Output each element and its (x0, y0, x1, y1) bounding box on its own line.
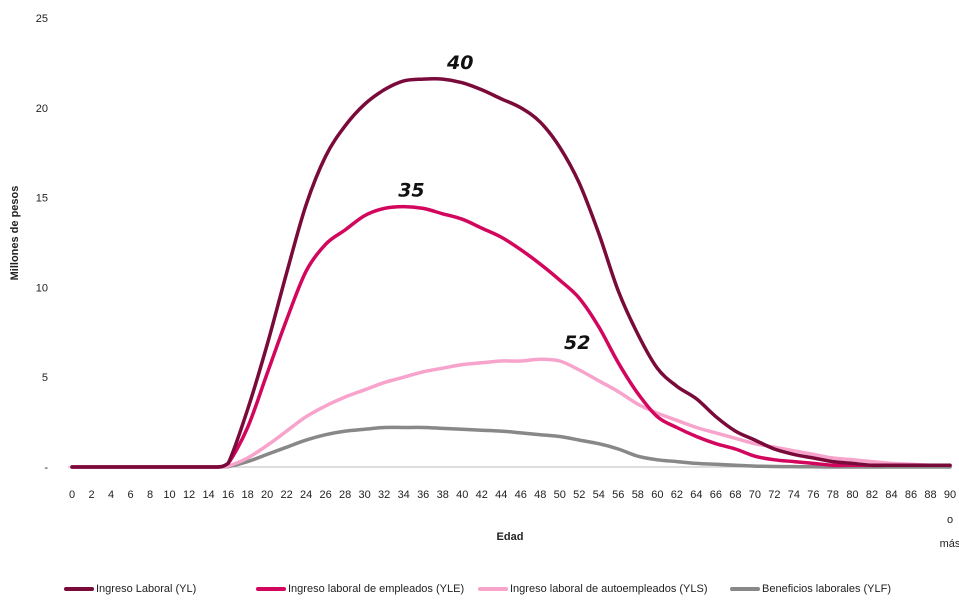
x-tick-label: 36 (417, 489, 429, 501)
x-tick-label: 24 (300, 489, 312, 501)
x-tick-label: 72 (768, 489, 780, 501)
legend-label: Ingreso laboral de autoempleados (YLS) (510, 583, 708, 595)
x-tick-label: 2 (88, 489, 94, 501)
x-tick-label: 26 (320, 489, 332, 501)
x-tick-label-suffix: o (947, 514, 953, 526)
x-tick-label: 78 (827, 489, 839, 501)
peak-age-label: 35 (398, 180, 424, 202)
y-tick-label: 25 (36, 13, 48, 25)
series-lines (70, 77, 952, 469)
x-tick-label: 8 (147, 489, 153, 501)
legend-item: Beneficios laborales (YLF) (730, 583, 891, 595)
y-tick-label: 15 (36, 193, 48, 205)
series-line (70, 204, 952, 469)
x-tick-label: 22 (280, 489, 292, 501)
x-axis-ticks: 0 2 4 6 8 10 12 14 16 18 20 22 24 26 28 30 32 34 36 38 40 42 4… (69, 489, 959, 550)
x-tick-label: 66 (710, 489, 722, 501)
legend-swatch (478, 587, 508, 591)
y-axis-ticks: - 5 10 15 20 25 (36, 13, 49, 474)
x-tick-label: 74 (788, 489, 800, 501)
y-axis-title: Millones de pesos (9, 186, 21, 281)
x-tick-label: 58 (632, 489, 644, 501)
x-tick-label: 34 (398, 489, 410, 501)
y-tick-label: 5 (42, 372, 48, 384)
legend-label: Ingreso laboral de empleados (YLE) (288, 583, 465, 595)
chart-legend: Ingreso Laboral (YL) Ingreso laboral de e… (64, 583, 954, 599)
x-tick-label: 48 (534, 489, 546, 501)
x-tick-label: 6 (127, 489, 133, 501)
x-tick-label: 16 (222, 489, 234, 501)
legend-item: Ingreso Laboral (YL) (64, 583, 196, 595)
series-line (70, 425, 952, 469)
x-tick-label: 42 (476, 489, 488, 501)
x-tick-label: 64 (690, 489, 702, 501)
x-tick-label: 90 (944, 489, 956, 501)
legend-swatch (730, 587, 760, 591)
x-tick-label: 86 (905, 489, 917, 501)
y-tick-label: 10 (36, 282, 48, 294)
legend-item: Ingreso laboral de autoempleados (YLS) (478, 583, 708, 595)
x-axis-title: Edad (497, 531, 524, 543)
peak-annotations: 40 35 52 (398, 52, 590, 354)
x-tick-label: 30 (359, 489, 371, 501)
x-tick-label: 20 (261, 489, 273, 501)
x-tick-label: 32 (378, 489, 390, 501)
legend-label: Ingreso Laboral (YL) (96, 583, 197, 595)
x-tick-label: 14 (202, 489, 214, 501)
x-tick-label: 40 (456, 489, 468, 501)
x-tick-label: 68 (729, 489, 741, 501)
x-tick-label: 76 (807, 489, 819, 501)
x-tick-label: 38 (437, 489, 449, 501)
x-tick-label: 70 (749, 489, 761, 501)
x-tick-label: 56 (612, 489, 624, 501)
x-tick-label: 46 (515, 489, 527, 501)
x-tick-label: 12 (183, 489, 195, 501)
x-tick-label: 52 (573, 489, 585, 501)
x-tick-label: 60 (651, 489, 663, 501)
peak-age-label: 52 (564, 332, 590, 354)
y-tick-label: 20 (36, 103, 48, 115)
x-tick-label: 28 (339, 489, 351, 501)
x-tick-label: 18 (241, 489, 253, 501)
legend-swatch (256, 587, 286, 591)
x-tick-label: 84 (885, 489, 897, 501)
legend-item: Ingreso laboral de empleados (YLE) (256, 583, 464, 595)
peak-age-label: 40 (446, 52, 473, 74)
y-tick-label: - (44, 462, 48, 474)
x-tick-label: 54 (593, 489, 605, 501)
x-tick-label: 82 (866, 489, 878, 501)
series-line (70, 357, 952, 469)
x-tick-label: 88 (924, 489, 936, 501)
x-tick-label: 4 (108, 489, 114, 501)
x-tick-label: 0 (69, 489, 75, 501)
legend-label: Beneficios laborales (YLF) (762, 583, 892, 595)
x-tick-label: 10 (163, 489, 175, 501)
x-tick-label: 44 (495, 489, 507, 501)
x-tick-label: 80 (846, 489, 858, 501)
x-tick-label: 50 (554, 489, 566, 501)
x-tick-label: 62 (671, 489, 683, 501)
x-tick-label-suffix: más (940, 538, 959, 550)
legend-swatch (64, 587, 94, 591)
series-line (70, 77, 952, 469)
